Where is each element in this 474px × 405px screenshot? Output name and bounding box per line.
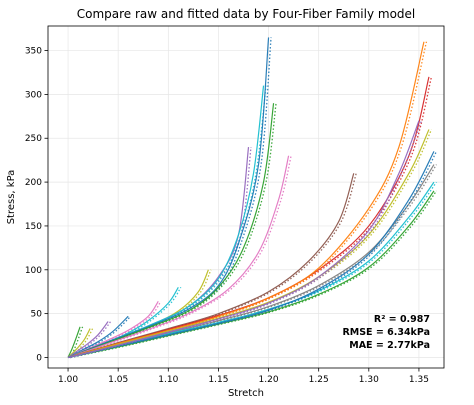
- r-squared-annotation: R² = 0.987: [374, 314, 430, 325]
- grid: [48, 26, 444, 368]
- rmse-annotation: RMSE = 6.34kPa: [342, 327, 430, 338]
- fitted-series-line: [67, 37, 270, 359]
- x-tick-label: 1.35: [409, 375, 429, 385]
- raw-data-series: [70, 173, 357, 359]
- x-axis-label: Stretch: [228, 388, 264, 399]
- fitted-series-line: [67, 173, 355, 359]
- x-tick-label: 1.00: [58, 375, 78, 385]
- raw-data-series: [70, 85, 267, 359]
- raw-data-series: [70, 120, 423, 359]
- fitted-series-line: [67, 103, 275, 359]
- plot-frame: [47, 25, 445, 369]
- chart-title: Compare raw and fitted data by Four-Fibe…: [77, 7, 416, 21]
- fitted-series-line: [67, 328, 91, 358]
- raw-data-series: [70, 300, 162, 359]
- mae-annotation: MAE = 2.77kPa: [349, 340, 430, 351]
- fitted-series-line: [67, 41, 425, 359]
- fitted-series-line: [67, 301, 159, 359]
- fitted-series-line: [67, 129, 430, 359]
- y-tick-label: 300: [25, 90, 42, 100]
- y-axis-label: Stress, kPa: [6, 170, 17, 225]
- raw-data-series: [70, 190, 437, 359]
- x-tick-label: 1.05: [108, 375, 128, 385]
- y-tick-label: 250: [25, 134, 42, 144]
- x-tick-label: 1.20: [259, 375, 279, 385]
- y-tick-label: 200: [25, 178, 42, 188]
- y-tick-label: 100: [25, 266, 42, 276]
- y-tick-label: 150: [25, 222, 42, 232]
- raw-data-series: [70, 41, 428, 359]
- axis-ticks: 1.00 1.05 1.10 1.15 1.20 1.25 1.30 1.35 0 50 100 15…: [25, 47, 429, 385]
- x-tick-label: 1.30: [359, 375, 379, 385]
- fitted-series-line: [67, 155, 290, 359]
- series-lines: [67, 37, 438, 359]
- raw-data-series: [70, 103, 277, 359]
- fitted-series-line: [67, 321, 109, 358]
- fitted-series-line: [67, 315, 129, 359]
- y-tick-label: 0: [36, 353, 42, 363]
- raw-data-series: [70, 155, 292, 359]
- x-tick-label: 1.10: [158, 375, 178, 385]
- fitted-series-line: [67, 151, 435, 359]
- x-tick-label: 1.25: [309, 375, 329, 385]
- x-tick-label: 1.15: [208, 375, 228, 385]
- y-tick-label: 350: [25, 47, 42, 57]
- y-tick-label: 50: [31, 310, 43, 320]
- fitted-series-line: [67, 120, 420, 359]
- fitted-series-line: [67, 326, 81, 358]
- raw-data-series: [70, 37, 272, 359]
- raw-data-series: [70, 181, 437, 359]
